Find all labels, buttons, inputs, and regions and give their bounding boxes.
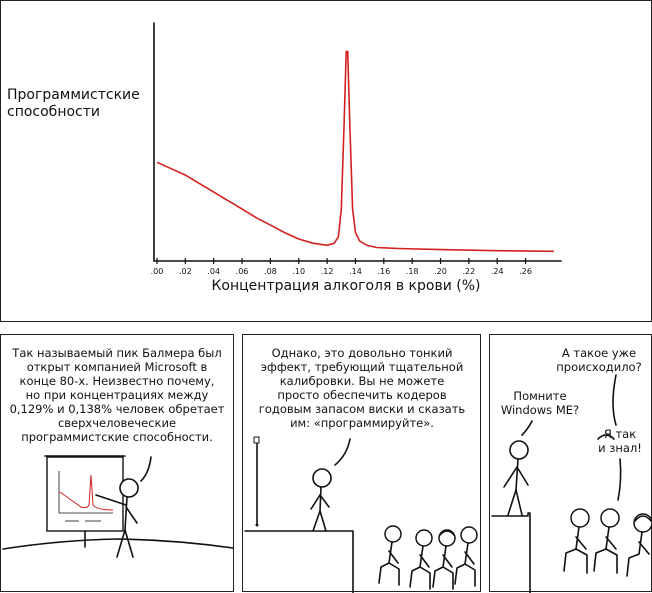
y-axis-label: Программистские способности — [7, 87, 140, 120]
projection-screen — [46, 456, 124, 532]
bubble-line: А такое уже — [561, 346, 637, 360]
speech-tail — [617, 458, 622, 501]
caption-line: сверхчеловеческие — [57, 416, 177, 430]
x-tick-label: .20 — [434, 267, 447, 276]
caption-line: им: «программируйте». — [290, 416, 434, 430]
x-tick-label: .22 — [462, 267, 475, 276]
speaker-body — [319, 486, 322, 512]
speaker-arm — [516, 466, 529, 486]
speech-tail — [140, 456, 152, 482]
x-tick-label: .06 — [236, 267, 249, 276]
caption-line: эффект, требующий тщательной — [260, 360, 464, 374]
caption-line: конце 80-х. Неизвестно почему, — [19, 374, 215, 388]
speaker-leg — [319, 510, 327, 532]
ballmer-peak-chart: .00 .02 .04 .06 .08 .10 .12 .14 .16 .18 .20 .22 .24.… — [151, 22, 562, 276]
speech-tail — [521, 420, 533, 436]
bubble-accent — [597, 434, 615, 440]
x-tick-label: .00 — [151, 267, 164, 276]
stage-podium — [491, 512, 531, 593]
presenter-leg — [116, 529, 126, 558]
speaker-leg — [515, 489, 523, 516]
windows-me-bubble: Помните Windows ME? — [498, 389, 582, 417]
caption-line: Так называемый пик Балмера был — [12, 346, 222, 360]
mini-chart-line — [59, 474, 114, 511]
x-tick-label: .16 — [377, 267, 390, 276]
speaker-leg — [507, 489, 517, 516]
speaker-arm — [310, 494, 321, 510]
bubble-line: Помните — [513, 389, 567, 403]
x-tick-label: .12 — [321, 267, 334, 276]
caption-line: программистские способности. — [21, 430, 213, 444]
x-tick-label: .02 — [179, 267, 192, 276]
presenter-head — [119, 478, 139, 498]
stage-podium — [244, 530, 354, 593]
x-axis-label: Концентрация алкоголя в крови (%) — [211, 278, 481, 294]
panel1-caption: Так называемый пик Балмера был открыт ко… — [3, 346, 231, 444]
audience — [378, 525, 478, 590]
comic-panel-2: Однако, это довольно тонкий эффект, треб… — [242, 334, 481, 593]
bubble-line: Windows ME? — [500, 403, 580, 417]
series-line — [156, 50, 554, 253]
gauge-base — [255, 523, 259, 527]
comic-panel-1: Так называемый пик Балмера был открыт ко… — [0, 334, 234, 592]
bubble-line: и знал! — [598, 441, 642, 455]
panel2-drawing — [244, 436, 478, 593]
presenter-leg — [124, 529, 134, 558]
question-bubble: А такое уже происходило? — [548, 346, 650, 374]
presenter-arm — [95, 494, 127, 506]
comic-panel-3: А такое уже происходило? Помните Windows… — [489, 334, 652, 593]
caption-line: 0,129% и 0,138% человек обретает — [9, 402, 225, 416]
stage-edge — [2, 538, 234, 550]
presenter-body — [124, 496, 128, 531]
x-tick-label: .26 — [519, 267, 532, 276]
speaker-head — [509, 440, 529, 460]
panel1-drawing — [2, 455, 234, 558]
speech-tail — [334, 438, 351, 466]
presenter-arm — [125, 506, 138, 524]
caption-line: просто обеспечить кодеров — [277, 388, 447, 402]
gauge-marker — [253, 436, 260, 444]
caption-line: открыт компанией Microsoft в — [26, 360, 208, 374]
x-tick-label: .18 — [406, 267, 419, 276]
audience — [563, 508, 652, 577]
speech-tail — [612, 374, 617, 426]
panel2-caption: Однако, это довольно тонкий эффект, треб… — [245, 346, 479, 430]
x-tick-label: .24 — [491, 267, 504, 276]
chart-panel: .00 .02 .04 .06 .08 .10 .12 .14 .16 .18 .20 .22 .24.… — [0, 0, 652, 322]
speaker-arm — [503, 466, 518, 488]
speaker-leg — [312, 510, 321, 532]
speaker-head — [312, 468, 332, 488]
speaker-arm — [319, 494, 330, 508]
caption-line: годовым запасом виски и сказать — [258, 402, 466, 416]
x-tick-label: .04 — [207, 267, 220, 276]
panel3-drawing — [491, 374, 652, 593]
bubble-line: происходило? — [556, 360, 642, 374]
x-tick-label: .10 — [292, 267, 305, 276]
caption-line: калибровки. Вы не можете — [279, 374, 445, 388]
caption-line: Однако, это довольно тонкий — [271, 346, 453, 360]
caption-line: но при концентрациях между — [25, 388, 209, 402]
x-tick-label: .08 — [264, 267, 277, 276]
speaker-body — [515, 458, 519, 491]
x-tick-label: .14 — [349, 267, 362, 276]
